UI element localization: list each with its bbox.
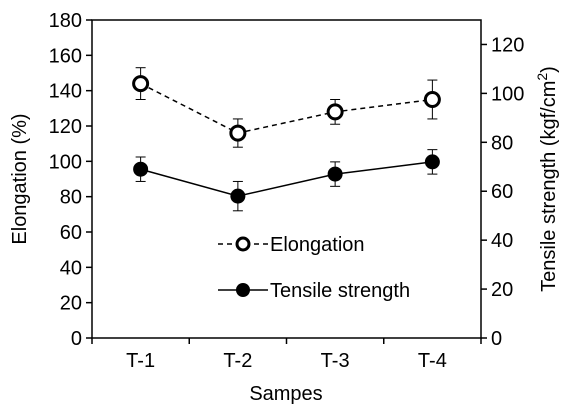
left-tick-label: 40 (60, 257, 82, 279)
tensile-strength-point (327, 166, 343, 182)
legend-elongation-marker (235, 236, 251, 252)
right-tick-label: 120 (491, 34, 524, 56)
left-tick-label: 120 (49, 116, 82, 138)
x-axis-ticks: T-1 T-2 T-3 T-4 (91, 338, 482, 372)
legend-tensile-marker (236, 283, 250, 297)
legend-elongation-label: Elongation (270, 234, 365, 256)
y-right-axis-title: Tensile strength (kgf/cm2) (534, 66, 560, 292)
y-right-axis-title-main: Tensile strength (kgf/cm (538, 81, 560, 292)
left-tick-label: 80 (60, 187, 82, 209)
left-tick-label: 0 (71, 328, 82, 350)
right-tick-label: 60 (491, 181, 513, 203)
tensile-strength-point (230, 188, 246, 204)
right-tick-label: 20 (491, 279, 513, 301)
y-right-axis-title-superscript: 2 (534, 73, 550, 81)
left-tick-label: 160 (49, 45, 82, 67)
left-tick-label: 180 (49, 10, 82, 32)
left-tick-label: 60 (60, 222, 82, 244)
right-tick-label: 80 (491, 132, 513, 154)
left-tick-label: 100 (49, 151, 82, 173)
y-left-axis-title: Elongation (%) (9, 113, 31, 244)
left-tick-label: 140 (49, 81, 82, 103)
right-tick-label: 40 (491, 230, 513, 252)
right-tick-label: 100 (491, 83, 524, 105)
series-layer (132, 67, 441, 212)
x-tick-label: T-3 (321, 350, 350, 372)
right-tick-label: 0 (491, 328, 502, 350)
x-tick-label: T-4 (418, 350, 447, 372)
elongation-point (229, 124, 247, 142)
tensile-strength-point (133, 161, 149, 177)
elongation-point (132, 75, 150, 93)
left-tick-label: 20 (60, 293, 82, 315)
tensile-strength-point (424, 154, 440, 170)
elongation-point (423, 91, 441, 108)
elongation-point (326, 103, 344, 121)
right-axis-ticks: 0 20 40 60 80 100 120 (481, 34, 524, 350)
left-axis-ticks: 0 20 40 60 80 100 120 140 160 180 (49, 10, 92, 350)
legend: Elongation Tensile strength (218, 234, 410, 302)
tensile-strength-line (140, 161, 433, 197)
y-right-axis-title-close: ) (538, 66, 560, 73)
x-tick-label: T-2 (223, 350, 252, 372)
x-tick-label: T-1 (126, 350, 155, 372)
elongation-line (140, 82, 433, 134)
x-axis-title: Sampes (249, 383, 322, 405)
legend-tensile-label: Tensile strength (270, 280, 410, 302)
